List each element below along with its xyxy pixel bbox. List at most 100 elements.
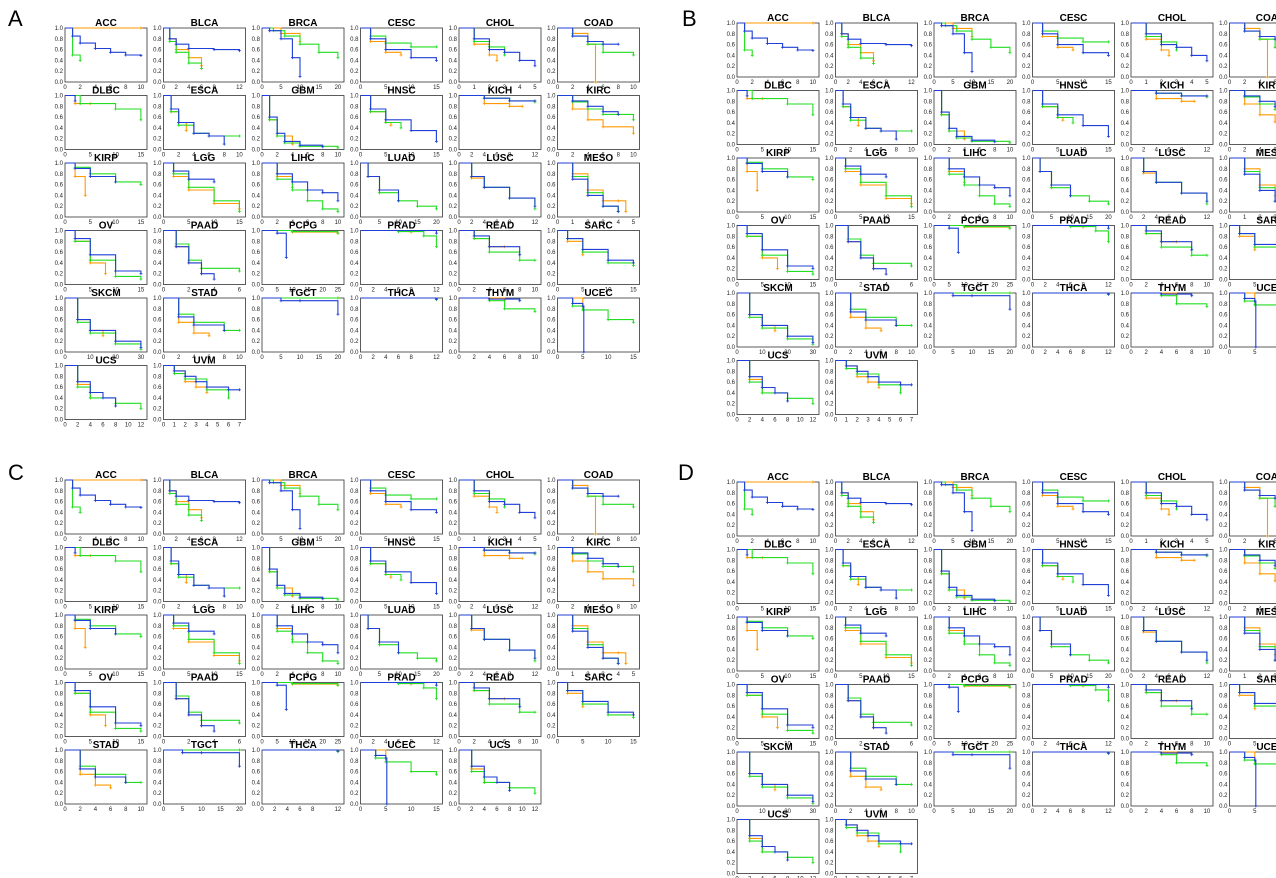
plot-title: STAD: [93, 740, 119, 751]
y-tick-label: 1.0: [55, 546, 64, 552]
y-tick-label: 0.8: [825, 558, 834, 564]
y-tick-label: 0.8: [825, 234, 834, 240]
x-tick-label: 4: [518, 85, 522, 91]
x-tick-label: 4: [586, 537, 590, 543]
y-tick-label: 0.6: [924, 245, 933, 251]
plot-title: THYM: [1158, 742, 1186, 753]
y-tick-label: 0.8: [350, 307, 359, 313]
y-tick-label: 0.6: [153, 48, 162, 54]
x-tick-label: 8: [518, 288, 522, 294]
y-tick-label: 0.8: [1022, 558, 1031, 564]
x-tick-label: 0: [1031, 148, 1035, 154]
y-tick-label: 1.0: [55, 26, 64, 32]
plot-frame: [1130, 616, 1214, 672]
y-tick-label: 1.0: [153, 94, 162, 100]
plot-title: CHOL: [486, 470, 514, 481]
y-tick-label: 0.2: [55, 272, 64, 278]
x-tick-label: 0: [457, 807, 461, 813]
x-tick-label: 15: [988, 350, 995, 356]
y-tick-label: 0.0: [1219, 143, 1228, 149]
x-tick-label: 2: [1043, 350, 1047, 356]
y-tick-label: 0.0: [153, 80, 162, 86]
y-tick-label: 0.6: [55, 770, 64, 776]
y-tick-label: 0.6: [449, 770, 458, 776]
x-tick-label: 15: [304, 740, 311, 746]
x-tick-label: 0: [1228, 539, 1232, 545]
plot-frame: [1229, 684, 1276, 739]
y-tick-label: 0.6: [55, 567, 64, 573]
y-tick-label: 0.6: [1022, 772, 1031, 778]
plot-title: DLBC: [92, 86, 120, 97]
plot-frame: [163, 749, 246, 805]
plot-frame: [458, 682, 542, 737]
y-tick-label: 0.4: [1121, 782, 1130, 788]
plot-frame: [933, 90, 1017, 145]
km-plot-ov: OV0.00.20.40.60.81.00 5 10 15: [55, 673, 148, 746]
y-tick-label: 0.8: [727, 167, 736, 173]
y-tick-label: 0.4: [153, 510, 162, 516]
x-tick-label: 10: [1204, 742, 1211, 748]
survival-curve-blue: [163, 94, 225, 145]
y-tick-label: 0.8: [1022, 32, 1031, 38]
y-tick-label: 1.0: [924, 291, 933, 297]
x-tick-label: 4: [884, 283, 888, 289]
x-tick-label: 4: [286, 807, 290, 813]
plot-frame: [360, 614, 443, 670]
x-tick-label: 10: [335, 605, 342, 611]
x-tick-label: 0: [359, 85, 363, 91]
y-tick-label: 0.8: [547, 104, 556, 110]
x-tick-label: 8: [508, 807, 512, 813]
plot-title: READ: [486, 221, 514, 232]
y-tick-label: 0.8: [825, 626, 834, 632]
x-tick-label: 0: [260, 605, 264, 611]
y-tick-label: 1.0: [350, 546, 359, 552]
y-tick-label: 0.0: [55, 215, 64, 221]
plot-title: ESCA: [191, 538, 219, 549]
y-tick-label: 0.0: [350, 667, 359, 673]
x-tick-label: 10: [138, 807, 145, 813]
y-tick-label: 0.6: [1121, 110, 1130, 116]
y-tick-label: 0.8: [153, 37, 162, 43]
x-tick-label: 6: [306, 153, 310, 159]
plot-frame: [1130, 292, 1214, 348]
y-tick-label: 0.4: [727, 512, 736, 518]
y-tick-label: 0.2: [1219, 199, 1228, 205]
y-tick-label: 0.6: [727, 245, 736, 251]
y-tick-label: 0.2: [449, 272, 458, 278]
x-tick-label: 5: [859, 215, 863, 221]
x-tick-label: 5: [216, 423, 220, 429]
x-tick-label: 0: [1129, 674, 1133, 680]
y-tick-label: 0.2: [547, 69, 556, 75]
survival-curve-blue: [262, 297, 339, 315]
y-tick-label: 0.6: [252, 567, 261, 573]
y-tick-label: 0.2: [825, 334, 834, 340]
y-tick-label: 1.0: [55, 478, 64, 484]
x-tick-label: 0: [162, 672, 166, 678]
y-tick-label: 0.2: [449, 521, 458, 527]
y-tick-label: 0.8: [547, 172, 556, 178]
x-tick-label: 0: [1228, 215, 1232, 221]
y-tick-label: 0.6: [727, 569, 736, 575]
x-tick-label: 2: [1145, 283, 1149, 289]
x-tick-label: 5: [89, 153, 93, 159]
plot-title: KICH: [1160, 81, 1184, 92]
x-tick-label: 15: [138, 672, 145, 678]
x-tick-label: 10: [784, 215, 791, 221]
plot-title: ESCA: [191, 86, 219, 97]
y-tick-label: 0.6: [727, 43, 736, 49]
y-tick-label: 0.2: [727, 658, 736, 664]
x-tick-label: 15: [217, 807, 224, 813]
y-tick-label: 0.4: [1121, 121, 1130, 127]
x-tick-label: 6: [601, 605, 605, 611]
y-tick-label: 0.4: [547, 328, 556, 334]
y-tick-label: 0.2: [1121, 726, 1130, 732]
